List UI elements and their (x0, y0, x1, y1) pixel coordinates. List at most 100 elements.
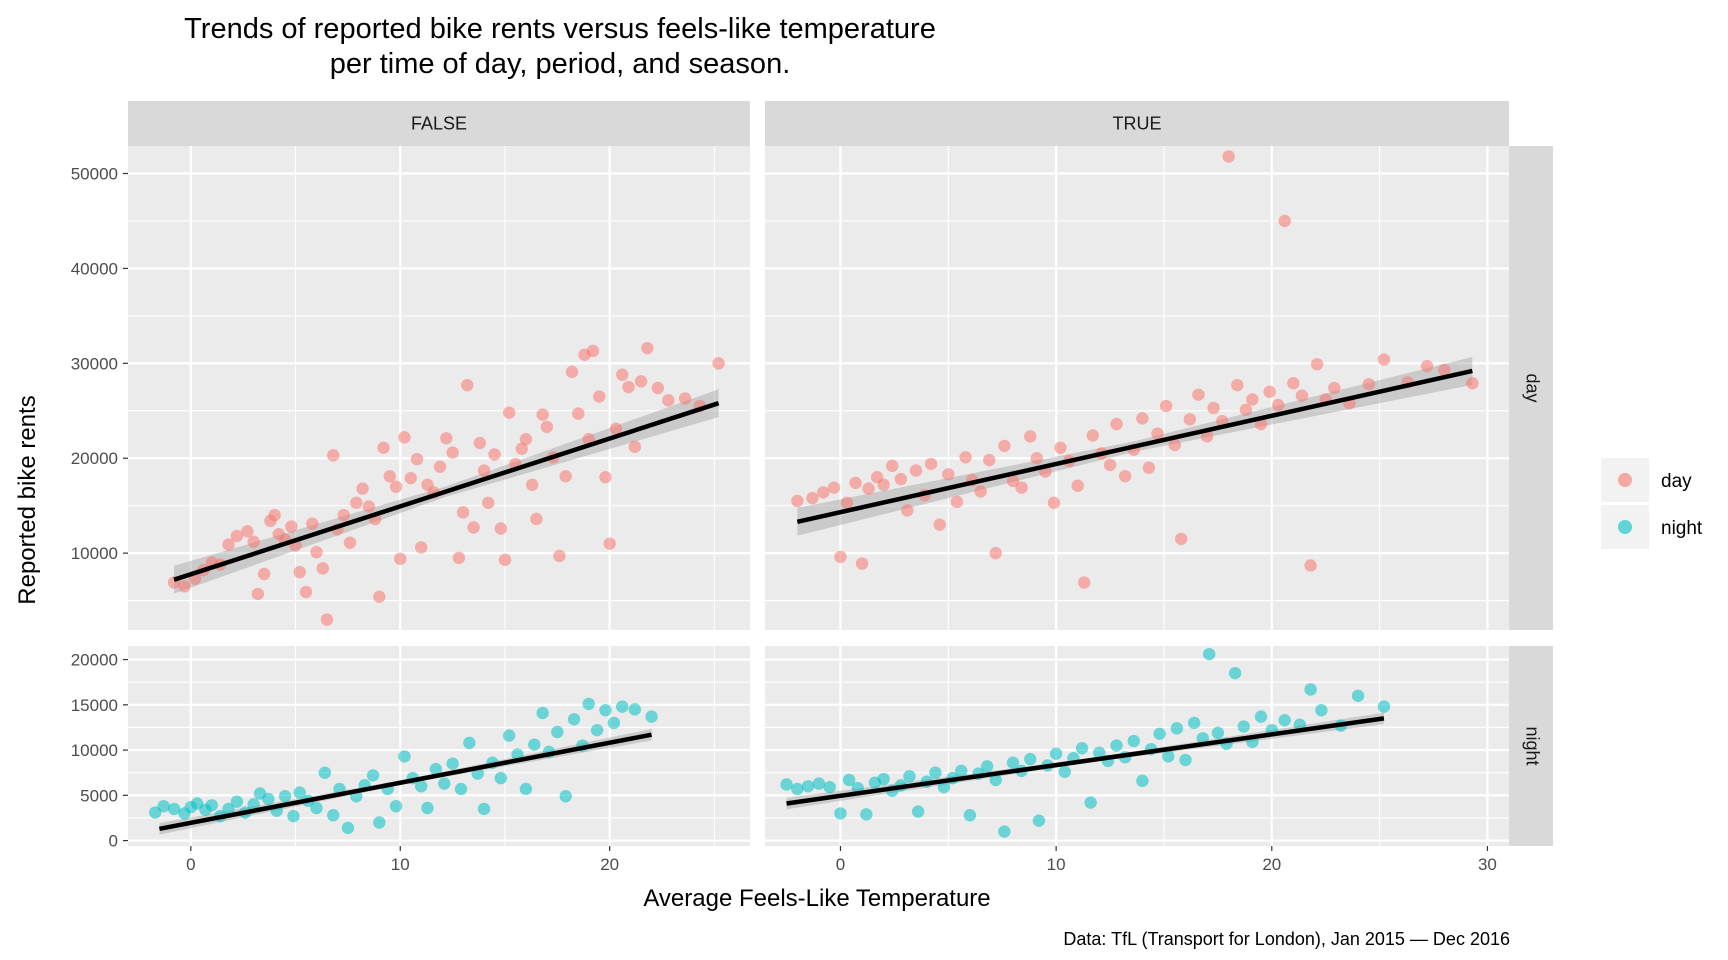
data-point-day (1118, 470, 1132, 483)
data-point-day (477, 464, 491, 477)
data-point-day (553, 549, 566, 563)
legend: day night (1601, 458, 1703, 549)
data-point-day (394, 552, 407, 566)
x-axis-title: Average Feels-Like Temperature (643, 885, 990, 912)
data-point-day (494, 522, 507, 535)
data-point-day (559, 470, 572, 483)
facet-strip-label-day: day (1522, 373, 1542, 402)
data-point-night (1237, 720, 1250, 733)
data-point-night (1254, 710, 1268, 723)
data-point-night (1315, 704, 1328, 717)
data-point-day (1438, 363, 1451, 377)
data-point-day (230, 529, 244, 543)
data-point-day (268, 508, 281, 522)
data-point-day (1151, 427, 1164, 440)
data-point-day (1015, 481, 1028, 494)
data-point-day (414, 541, 428, 554)
data-point-night (823, 780, 836, 794)
data-point-day (651, 381, 665, 395)
panels-layer (128, 146, 1509, 846)
data-point-night (438, 777, 451, 790)
facet-strip-label-night: night (1522, 726, 1542, 765)
data-point-night (1110, 739, 1123, 752)
data-point-day (446, 446, 459, 459)
data-point-day (1466, 377, 1479, 390)
data-point-day (540, 420, 554, 434)
data-point-day (498, 553, 512, 566)
data-point-day (924, 457, 938, 471)
data-point-night (1049, 747, 1063, 760)
data-point-night (167, 802, 181, 816)
data-point-day (1362, 378, 1376, 391)
data-point-night (842, 773, 856, 787)
data-point-day (404, 471, 417, 485)
data-point-day (1222, 150, 1235, 163)
data-point-day (356, 482, 369, 495)
data-point-night (645, 710, 658, 723)
data-point-day (849, 476, 862, 490)
data-point-day (877, 478, 890, 491)
facet-strip-label-false: FALSE (411, 114, 467, 134)
panel-marks (780, 647, 1391, 838)
data-point-day (712, 357, 725, 370)
data-point-day (502, 406, 516, 419)
facet-strips: FALSE TRUE day night (128, 101, 1553, 846)
data-point-day (536, 408, 549, 421)
data-point-day (1287, 377, 1300, 390)
facet-strip-day (1509, 146, 1553, 630)
data-point-day (299, 585, 313, 599)
axes-layer: 10000 20000 30000 40000 50000 0 5000 10000 15000… (71, 165, 1497, 874)
data-point-day (320, 613, 334, 626)
data-point-day (599, 471, 612, 484)
data-point-day (285, 520, 298, 533)
data-point-day (1030, 452, 1043, 465)
y-tick-label: 15000 (71, 696, 118, 715)
data-point-day (678, 392, 692, 405)
data-point-day (389, 480, 403, 493)
legend-label-day: day (1661, 471, 1692, 492)
data-point-night (421, 801, 434, 815)
data-point-night (812, 777, 826, 790)
data-point-night (1153, 727, 1166, 740)
data-point-day (362, 500, 376, 513)
data-point-night (278, 790, 292, 803)
data-point-day (1054, 441, 1067, 454)
data-point-night (318, 766, 332, 779)
data-point-night (1136, 774, 1149, 788)
panel-true-day (765, 146, 1509, 630)
data-point-night (1006, 756, 1020, 769)
data-point-day (1207, 401, 1220, 415)
data-point-night (310, 801, 323, 815)
data-point-night (398, 750, 411, 763)
data-point-day (862, 482, 875, 495)
chart-title-line-2: per time of day, period, and season. (329, 48, 791, 80)
data-point-night (1203, 647, 1216, 661)
data-point-night (860, 808, 873, 821)
data-point-night (980, 760, 994, 773)
data-point-night (1187, 716, 1201, 730)
data-point-night (222, 802, 235, 816)
data-point-day (1192, 388, 1205, 401)
caption: Data: TfL (Transport for London), Jan 20… (1063, 929, 1510, 949)
data-point-night (1211, 726, 1225, 740)
data-point-day (1304, 559, 1317, 572)
data-point-night (1170, 722, 1184, 735)
data-point-night (616, 700, 629, 713)
data-point-day (1047, 496, 1061, 510)
data-point-day (634, 375, 648, 388)
data-point-day (306, 517, 319, 530)
data-point-day (1006, 474, 1020, 488)
data-point-night (567, 713, 581, 726)
data-point-day (247, 535, 260, 548)
data-point-day (791, 494, 804, 508)
legend-label-night: night (1661, 518, 1703, 539)
data-point-day (519, 433, 533, 446)
y-tick-label: 30000 (71, 354, 118, 373)
data-point-night (963, 809, 977, 822)
data-point-day (383, 470, 396, 483)
data-point-night (1278, 714, 1291, 727)
x-tick-label: 0 (836, 855, 845, 874)
data-point-day (473, 436, 487, 450)
data-point-day (461, 378, 474, 392)
data-point-night (327, 809, 340, 822)
